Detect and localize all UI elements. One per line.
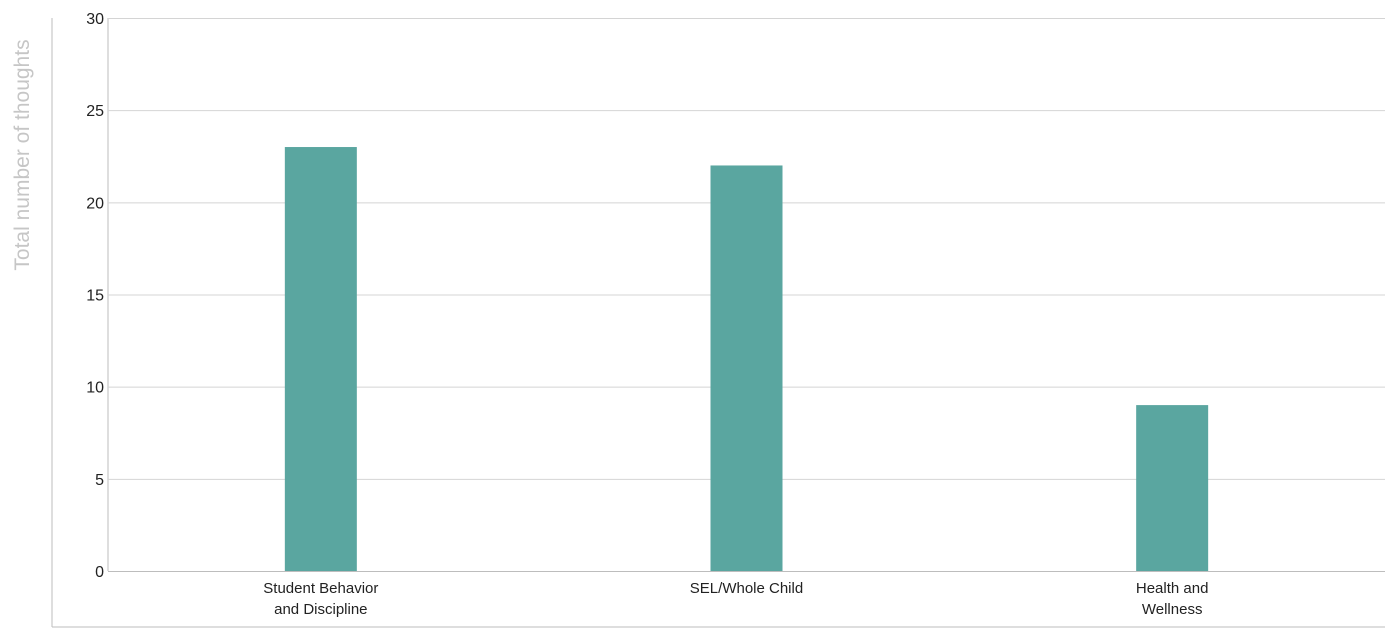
y-axis-ticks: 0 5 10 15 20 25 30 <box>86 11 104 581</box>
bar <box>284 147 357 572</box>
y-tick-label: 25 <box>86 103 104 120</box>
y-tick-label: 0 <box>95 564 104 581</box>
y-tick-label: 15 <box>86 288 104 305</box>
y-tick-label: 30 <box>86 11 104 28</box>
x-tick-label: and Discipline <box>274 601 367 618</box>
y-tick-label: 10 <box>86 380 104 397</box>
x-tick-label: SEL/Whole Child <box>690 580 803 597</box>
bar <box>1136 405 1209 571</box>
x-tick-label: Student Behavior <box>263 580 378 597</box>
bars <box>284 147 1209 572</box>
bar <box>710 165 783 571</box>
x-axis-ticks: Student Behavior and Discipline SEL/Whole … <box>263 580 1208 618</box>
y-tick-label: 5 <box>95 472 104 489</box>
x-tick-label: Health and <box>1136 580 1209 597</box>
y-tick-label: 20 <box>86 195 104 212</box>
y-axis-label: Total number of thoughts <box>11 39 34 270</box>
x-tick-label: Wellness <box>1142 601 1203 618</box>
